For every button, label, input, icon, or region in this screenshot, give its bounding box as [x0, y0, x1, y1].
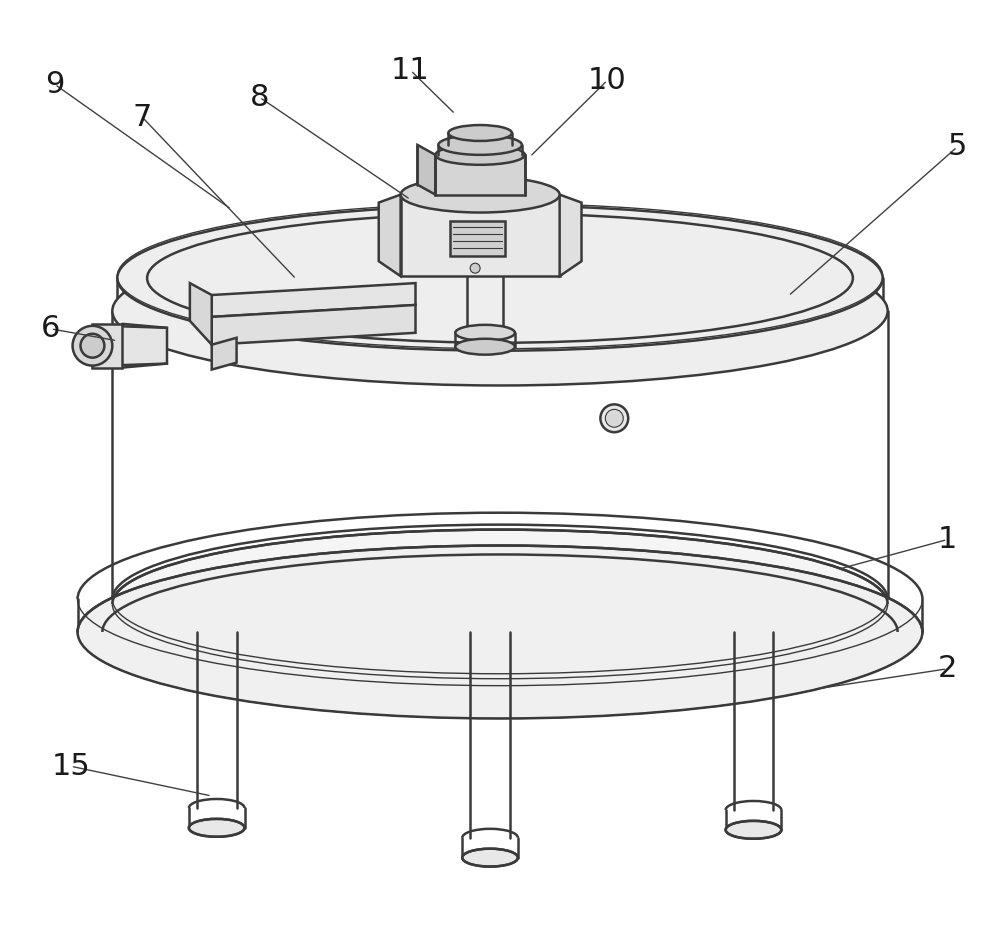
Polygon shape	[212, 283, 416, 317]
Text: 5: 5	[948, 132, 967, 162]
Ellipse shape	[78, 546, 922, 719]
Polygon shape	[766, 286, 788, 308]
Polygon shape	[401, 194, 560, 276]
Ellipse shape	[112, 529, 888, 679]
Ellipse shape	[401, 177, 560, 213]
Polygon shape	[450, 221, 505, 257]
Text: 8: 8	[250, 83, 269, 112]
Text: 1: 1	[938, 525, 957, 554]
Polygon shape	[376, 238, 788, 266]
Circle shape	[600, 405, 628, 432]
Ellipse shape	[73, 326, 112, 365]
Text: 11: 11	[391, 56, 430, 85]
Text: 7: 7	[132, 102, 152, 131]
Text: 9: 9	[45, 70, 64, 99]
Text: 2: 2	[938, 655, 957, 684]
Polygon shape	[417, 145, 435, 194]
Polygon shape	[190, 283, 212, 345]
Ellipse shape	[117, 206, 883, 351]
Ellipse shape	[81, 334, 104, 358]
Ellipse shape	[438, 135, 522, 155]
Ellipse shape	[189, 819, 245, 837]
Ellipse shape	[435, 145, 525, 165]
Polygon shape	[560, 194, 582, 276]
Polygon shape	[376, 259, 788, 294]
Polygon shape	[92, 324, 122, 367]
Polygon shape	[379, 194, 401, 276]
Ellipse shape	[726, 821, 781, 839]
Polygon shape	[376, 294, 398, 312]
Text: 15: 15	[51, 751, 90, 780]
Text: 10: 10	[588, 66, 627, 95]
Circle shape	[605, 409, 623, 427]
Ellipse shape	[448, 125, 512, 141]
Circle shape	[470, 263, 480, 273]
Polygon shape	[107, 326, 167, 365]
Ellipse shape	[455, 325, 515, 340]
Ellipse shape	[462, 849, 518, 867]
Polygon shape	[435, 155, 525, 194]
Ellipse shape	[455, 339, 515, 354]
Polygon shape	[212, 305, 416, 345]
Polygon shape	[212, 338, 237, 369]
Text: 6: 6	[41, 314, 60, 343]
Ellipse shape	[112, 236, 888, 385]
